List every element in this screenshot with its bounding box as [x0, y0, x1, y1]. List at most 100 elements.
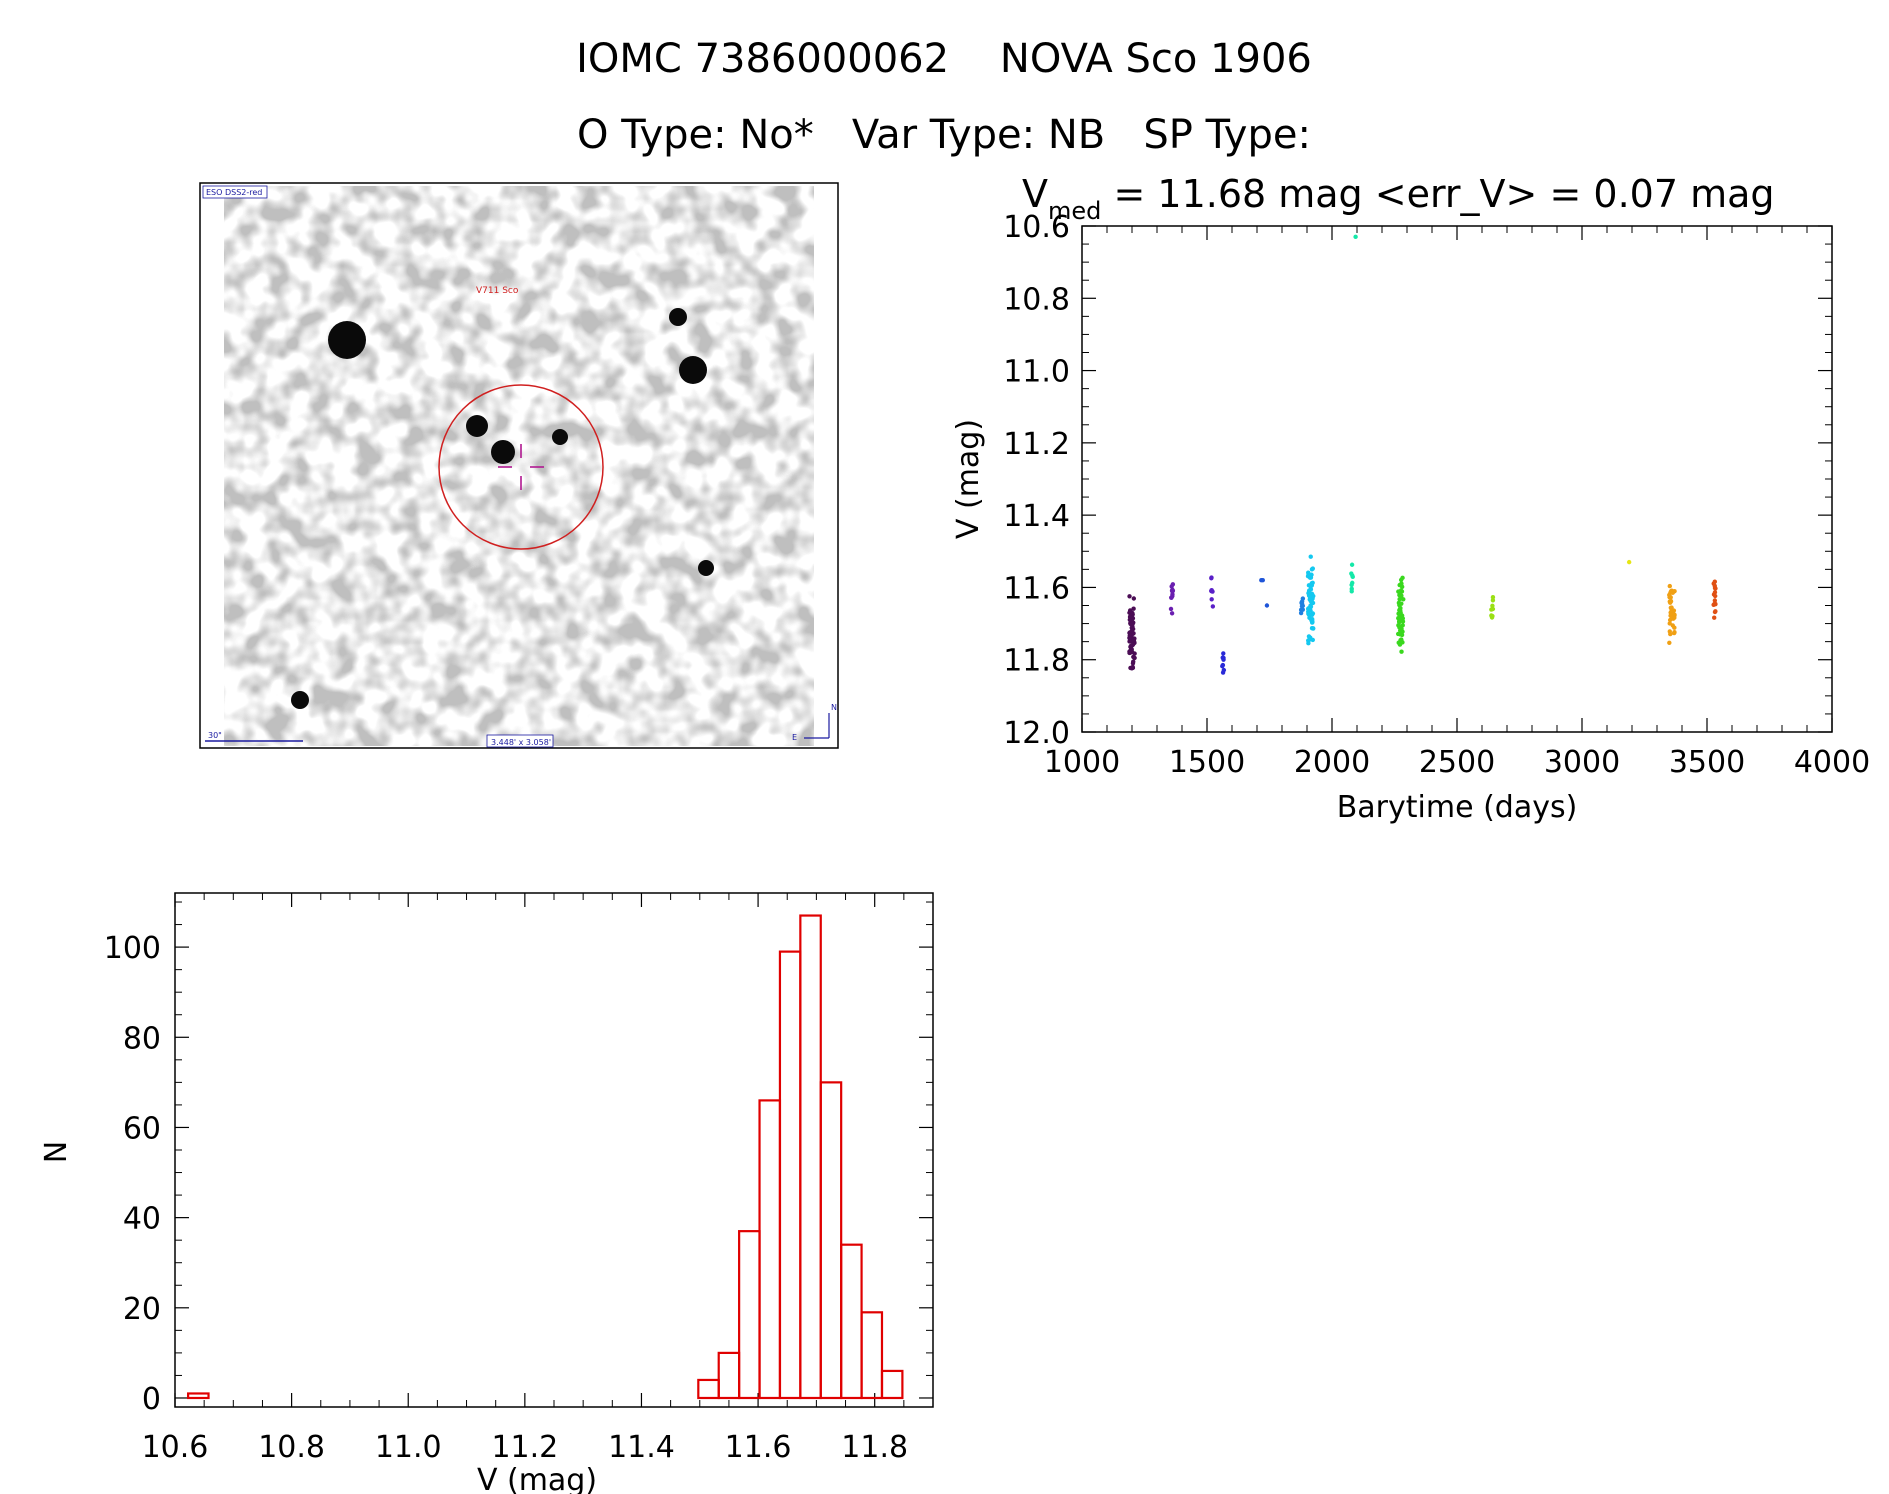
h-x-tick-label: 11.4 — [608, 1430, 675, 1465]
histogram-x-tick-labels: 10.6 10.8 11.0 11.2 11.4 11.6 11.8 — [142, 1430, 908, 1465]
histogram-bar — [778, 950, 802, 1400]
histogram-ylabel: N — [39, 1141, 74, 1163]
lc-data-point — [1667, 583, 1672, 589]
lc-data-point — [1712, 590, 1718, 595]
lc-x-tick-label: 3000 — [1544, 745, 1620, 780]
lc-y-tick-label: 11.8 — [1003, 644, 1070, 679]
lc-data-point — [1712, 598, 1718, 603]
lc-data-point — [1307, 588, 1312, 593]
lc-data-point — [1310, 637, 1315, 643]
page-subtitle: O Type: No* Var Type: NB SP Type: — [577, 112, 1311, 158]
compass-north-label: N — [831, 703, 837, 712]
lc-data-point — [1127, 614, 1133, 620]
lc-y-tick-label: 11.6 — [1003, 571, 1070, 606]
lc-data-point — [1299, 604, 1305, 609]
lc-y-tick-label: 10.6 — [1003, 210, 1070, 245]
histogram-bar — [187, 1392, 210, 1400]
lc-data-point — [1220, 670, 1226, 675]
lc-data-point — [1130, 610, 1135, 616]
lc-data-point — [1308, 573, 1313, 579]
lc-data-point — [1712, 593, 1718, 599]
lc-data-point — [1169, 584, 1174, 589]
lc-data-point — [1489, 607, 1494, 612]
lightcurve-stats: Vmed = 11.68 mag <err_V> = 0.07 mag — [1022, 172, 1775, 225]
lightcurve-x-tick-labels: 1000 1500 2000 2500 3000 3500 4000 — [1044, 745, 1870, 780]
lc-y-tick-label: 10.8 — [1003, 282, 1070, 317]
lc-data-point — [1626, 559, 1632, 565]
stats-subscript: med — [1048, 197, 1101, 225]
lc-data-point — [1308, 554, 1313, 559]
lc-data-point — [1667, 629, 1672, 634]
lc-data-point — [1132, 655, 1137, 661]
lc-data-point — [1129, 628, 1134, 634]
lc-data-point — [1129, 621, 1134, 627]
survey-label: ESO DSS2-red — [206, 188, 262, 197]
lc-data-point — [1260, 578, 1265, 583]
lc-data-point — [1398, 588, 1404, 593]
lc-y-tick-label: 11.2 — [1003, 427, 1070, 462]
lc-data-point — [1396, 623, 1401, 628]
histogram-bar — [860, 1311, 884, 1400]
lc-data-point — [1221, 651, 1226, 656]
lc-data-point — [1169, 595, 1174, 600]
lc-data-point — [1396, 640, 1401, 645]
lightcurve-y-tick-labels: 10.6 10.8 11.0 11.2 11.4 11.6 11.8 12.0 — [1003, 210, 1070, 751]
lc-data-point — [1399, 613, 1405, 618]
lc-x-tick-label: 2500 — [1419, 745, 1495, 780]
lc-x-tick-label: 4000 — [1794, 745, 1870, 780]
lc-data-point — [1667, 592, 1672, 598]
lc-data-point — [1396, 611, 1401, 616]
lc-y-tick-label: 11.0 — [1003, 355, 1070, 390]
h-x-tick-label: 11.6 — [725, 1430, 792, 1465]
lightcurve-xlabel: Barytime (days) — [1337, 790, 1578, 825]
histogram-bar — [717, 1351, 741, 1400]
lc-data-point — [1300, 607, 1305, 612]
lc-data-point — [1349, 571, 1354, 576]
lc-data-point — [1309, 600, 1314, 605]
lc-data-point — [1131, 596, 1137, 601]
lc-data-point — [1401, 597, 1406, 602]
h-x-tick-label: 10.6 — [142, 1430, 209, 1465]
h-y-tick-label: 40 — [123, 1202, 161, 1237]
lc-data-point — [1399, 584, 1405, 590]
lc-data-point — [1309, 612, 1315, 618]
lc-data-point — [1307, 594, 1313, 599]
h-y-tick-label: 100 — [104, 931, 161, 966]
lc-data-point — [1170, 592, 1175, 597]
histogram-xlabel: V (mag) — [477, 1463, 597, 1494]
lc-data-point — [1310, 580, 1315, 585]
histogram-bars — [187, 914, 904, 1400]
lc-data-point — [1397, 596, 1403, 602]
lc-data-point — [1400, 619, 1406, 624]
fov-label: 3.448' x 3.058' — [491, 738, 551, 747]
lc-data-point — [1168, 606, 1174, 612]
h-x-tick-label: 11.8 — [841, 1430, 908, 1465]
lc-data-point — [1129, 625, 1134, 630]
lc-data-point — [1298, 610, 1304, 616]
lc-y-tick-label: 11.4 — [1003, 499, 1070, 534]
lc-data-point — [1310, 619, 1315, 625]
lc-data-point — [1128, 643, 1134, 649]
h-x-tick-label: 10.8 — [258, 1430, 325, 1465]
lc-data-point — [1131, 637, 1136, 643]
lc-data-point — [1490, 598, 1496, 603]
finder-chart: V711 Sco ESO DSS2-red 30" 3.448' x 3.058… — [199, 182, 839, 749]
lc-data-point — [1353, 234, 1358, 240]
stats-symbol: V — [1022, 172, 1048, 216]
lc-data-point — [1712, 615, 1717, 620]
target-label: V711 Sco — [476, 286, 519, 296]
lc-data-point — [1397, 602, 1402, 608]
lc-data-point — [1350, 580, 1355, 586]
lc-data-point — [1671, 608, 1677, 613]
lc-data-point — [1130, 664, 1135, 670]
lc-data-point — [1209, 597, 1214, 602]
lc-x-tick-label: 3500 — [1669, 745, 1745, 780]
lc-data-point — [1349, 562, 1355, 567]
target-crosshair — [498, 444, 544, 490]
lc-data-point — [1127, 650, 1132, 656]
lc-data-point — [1667, 599, 1672, 604]
lc-data-point — [1127, 594, 1132, 599]
h-x-tick-label: 11.0 — [375, 1430, 442, 1465]
lc-data-point — [1131, 606, 1136, 611]
